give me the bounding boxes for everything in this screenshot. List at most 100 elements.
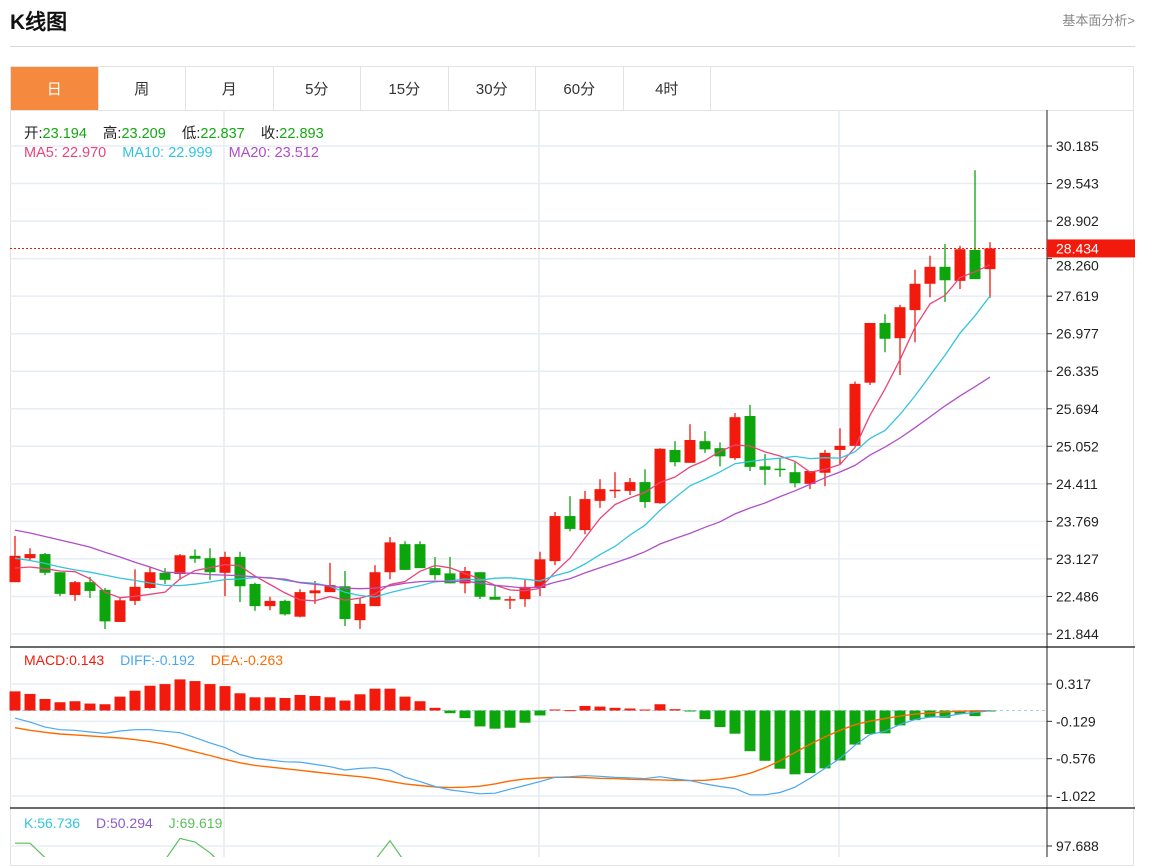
candle	[69, 580, 81, 601]
candle	[129, 569, 141, 605]
ma20-label: MA20:	[228, 145, 271, 161]
candle-body	[129, 586, 141, 601]
macd-bar	[549, 709, 561, 711]
macd-bar	[609, 707, 621, 711]
ma10-label: MA10:	[122, 145, 165, 161]
last-price-label: 28.434	[1056, 240, 1099, 256]
tab-5min[interactable]: 5分	[274, 67, 361, 110]
macd-bar	[84, 703, 96, 711]
tab-week[interactable]: 周	[99, 67, 186, 110]
ma5-value: 22.970	[61, 145, 107, 161]
macd-bar	[849, 710, 861, 745]
low-value: 22.837	[200, 126, 245, 142]
candle	[189, 549, 201, 563]
candle-body	[414, 544, 426, 569]
candle-body	[444, 573, 456, 584]
candle-body	[579, 499, 591, 531]
candle	[984, 242, 996, 298]
macd-bar	[189, 681, 201, 711]
fundamental-analysis-link[interactable]: 基本面分析>	[1062, 13, 1135, 28]
candle-body	[774, 468, 786, 471]
candle-body	[654, 448, 666, 504]
candle	[249, 582, 261, 611]
candle	[279, 599, 291, 616]
price-tick-label: 23.769	[1056, 513, 1099, 529]
macd-tick-label: -1.022	[1056, 788, 1096, 804]
tab-30min[interactable]: 30分	[449, 67, 536, 110]
macd-bar	[879, 710, 891, 734]
tab-day[interactable]: 日	[11, 67, 99, 110]
candle-body	[969, 249, 981, 280]
macd-bar	[219, 686, 231, 711]
macd-value: 0.143	[69, 652, 105, 668]
candle-body	[834, 445, 846, 450]
candle-body	[564, 516, 576, 529]
candle	[399, 541, 411, 570]
candle-body	[894, 307, 906, 339]
price-tick-label: 29.543	[1056, 176, 1099, 192]
j-line	[166, 837, 216, 857]
tab-month[interactable]: 月	[186, 67, 274, 110]
candle	[54, 572, 66, 597]
page-title: K线图	[10, 11, 68, 34]
candle-body	[54, 572, 66, 594]
candle-body	[789, 472, 801, 484]
candle-body	[144, 572, 156, 589]
dea-value: -0.263	[243, 652, 284, 668]
candle	[144, 567, 156, 589]
macd-tick-label: -0.129	[1056, 713, 1096, 729]
macd-bar	[249, 697, 261, 711]
candle-body	[69, 582, 81, 596]
macd-bar	[414, 701, 426, 711]
candle	[879, 314, 891, 353]
candle-body	[849, 383, 861, 446]
candle-body	[354, 603, 366, 621]
macd-bar	[639, 709, 651, 711]
tab-60min[interactable]: 60分	[536, 67, 624, 110]
candle-body	[624, 482, 636, 491]
macd-tick-label: 0.317	[1056, 676, 1091, 692]
low-label: 低:	[181, 126, 201, 142]
candle-body	[804, 471, 816, 484]
diff-label: DIFF:	[120, 652, 156, 668]
macd-bar	[309, 695, 321, 711]
price-tick-label: 28.260	[1056, 257, 1099, 273]
candle-body	[534, 559, 546, 589]
candle-body	[204, 558, 216, 573]
tab-4hour[interactable]: 4时	[624, 67, 711, 110]
candle	[489, 585, 501, 600]
candle	[864, 322, 876, 385]
macd-bar	[834, 710, 846, 761]
candle	[819, 449, 831, 487]
candle-body	[429, 568, 441, 576]
candle	[729, 413, 741, 460]
open-label: 开:	[24, 126, 43, 142]
macd-label: MACD:	[24, 652, 70, 668]
candle	[744, 404, 756, 472]
macd-bar	[489, 710, 501, 729]
candle	[234, 551, 246, 603]
ma10-value: 22.999	[168, 145, 213, 161]
candle-body	[99, 589, 111, 622]
macd-bar	[234, 693, 246, 711]
price-tick-label: 30.185	[1056, 138, 1099, 154]
candle-body	[174, 555, 186, 574]
tab-15min[interactable]: 15分	[361, 67, 449, 110]
candle	[159, 568, 171, 584]
macd-bar	[399, 696, 411, 711]
candle-body	[729, 417, 741, 459]
macd-bar	[204, 684, 216, 711]
macd-bar	[789, 710, 801, 775]
macd-bar	[669, 709, 681, 711]
macd-readout: MACD:0.143 DIFF:-0.192 DEA:-0.263	[24, 652, 283, 668]
j-line	[376, 839, 402, 857]
candle-body	[459, 571, 471, 584]
macd-bar	[9, 691, 21, 711]
macd-bar	[459, 710, 471, 719]
macd-bar	[324, 697, 336, 711]
price-tick-label: 26.977	[1056, 326, 1099, 342]
macd-bar	[534, 710, 546, 716]
candle	[774, 458, 786, 477]
candle-body	[369, 572, 381, 607]
